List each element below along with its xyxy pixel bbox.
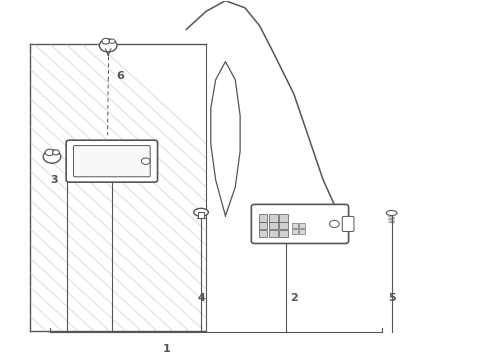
Bar (269, 230, 278, 237)
Bar (269, 215, 278, 222)
Text: 4: 4 (197, 293, 205, 303)
Bar (269, 222, 278, 229)
Bar (299, 229, 305, 234)
FancyBboxPatch shape (66, 140, 158, 182)
Text: 6: 6 (117, 71, 124, 81)
Text: 3: 3 (50, 175, 58, 185)
FancyBboxPatch shape (342, 216, 354, 231)
Bar (292, 223, 298, 228)
Bar (259, 230, 268, 237)
Ellipse shape (386, 211, 397, 216)
Text: 2: 2 (290, 293, 298, 303)
Bar (299, 223, 305, 228)
Bar (259, 222, 268, 229)
Circle shape (52, 150, 59, 155)
Bar (259, 215, 268, 222)
Circle shape (102, 39, 110, 44)
Bar (292, 229, 298, 234)
Bar (198, 212, 204, 219)
FancyBboxPatch shape (251, 204, 348, 243)
Circle shape (109, 39, 115, 43)
Ellipse shape (194, 208, 208, 216)
FancyBboxPatch shape (74, 145, 150, 177)
Bar (279, 230, 288, 237)
Text: 5: 5 (388, 293, 395, 303)
Circle shape (99, 39, 117, 52)
Circle shape (45, 149, 54, 156)
Circle shape (43, 150, 61, 163)
Text: 1: 1 (163, 343, 171, 354)
Bar (279, 222, 288, 229)
Bar (279, 215, 288, 222)
